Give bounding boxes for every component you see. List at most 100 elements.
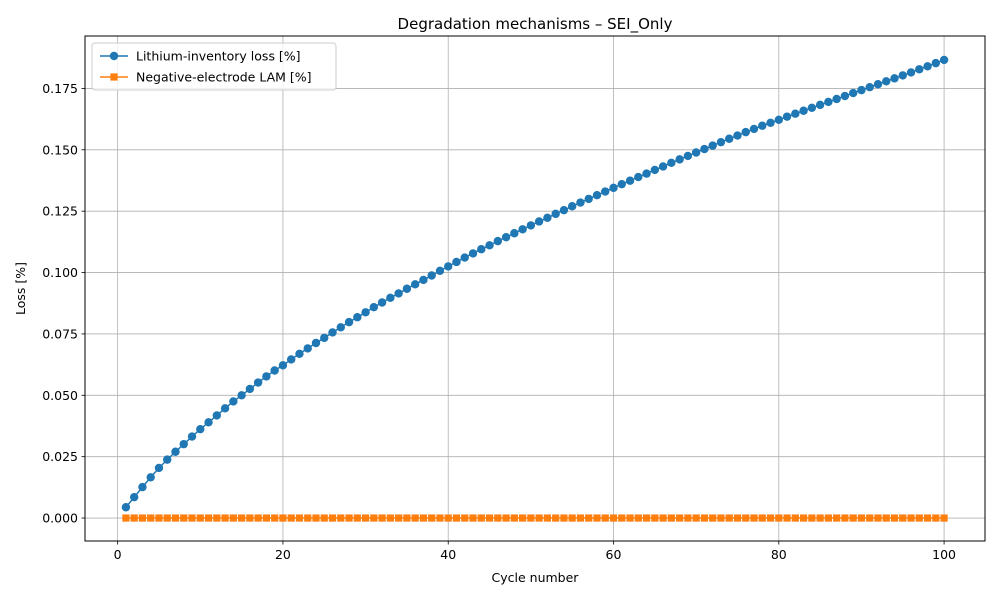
series-1-point (840, 91, 850, 101)
series-1-point (634, 172, 643, 182)
series-2-point (824, 514, 832, 522)
series-2-point (560, 514, 568, 522)
series-2-point (634, 514, 642, 522)
series-2-point (849, 514, 857, 522)
legend-label: Negative-electrode LAM [%] (136, 70, 312, 85)
series-2-point (428, 514, 436, 522)
series-2-point (386, 514, 394, 522)
series-1-point (518, 225, 527, 234)
series-2-point (791, 514, 799, 522)
series-1-point (229, 397, 238, 406)
series-2-point (353, 514, 361, 522)
legend-label: Lithium-inventory loss [%] (136, 49, 301, 64)
series-2-point (171, 514, 180, 522)
series-2-point (667, 514, 675, 522)
series-1-point (220, 404, 230, 413)
series-1-point (865, 82, 874, 92)
series-1-point (592, 191, 602, 200)
series-2-point (180, 514, 188, 522)
series-2-point (857, 514, 866, 522)
series-1-point (303, 344, 312, 353)
series-1-point (791, 109, 800, 118)
series-1-point (807, 103, 817, 113)
series-1-point (584, 194, 593, 204)
series-2-point (882, 514, 890, 522)
legend-marker-circle (109, 51, 119, 61)
series-1-point (766, 118, 775, 127)
series-1-point (642, 169, 651, 178)
series-2-point (337, 514, 345, 522)
series-2-point (188, 514, 196, 522)
series-1-point (410, 280, 420, 289)
series-2-point (783, 514, 791, 522)
series-1-point (815, 100, 825, 110)
series-2-point (750, 514, 758, 522)
series-1-point (906, 68, 916, 77)
x-tick-label: 60 (606, 547, 622, 562)
chart-title: Degradation mechanisms – SEI_Only (398, 15, 673, 34)
series-1-point (741, 127, 750, 137)
series-2-point (295, 514, 304, 522)
series-1-point (873, 80, 883, 89)
series-1-point (212, 411, 222, 420)
series-1-point (146, 473, 155, 482)
series-1-point (749, 124, 759, 134)
series-1-point (386, 293, 395, 303)
series-1-point (526, 221, 536, 230)
series-2-point (576, 514, 585, 522)
legend-box (91, 42, 337, 91)
series-2-point (419, 514, 428, 522)
legend-marker-square (110, 73, 118, 81)
series-1-point (890, 74, 899, 83)
series-1-point (377, 298, 387, 307)
series-1-point (237, 391, 246, 400)
series-1-point (163, 455, 172, 464)
series-2-point (461, 514, 469, 522)
series-2-point (238, 514, 246, 522)
series-2-point (676, 514, 684, 522)
series-1-point (444, 262, 453, 271)
series-2-point (147, 514, 155, 522)
series-2-point (345, 514, 353, 522)
series-1-point (551, 209, 560, 219)
series-2-point (130, 514, 138, 522)
series-1-point (336, 323, 345, 332)
series-2-point (444, 514, 452, 522)
series-1-point (725, 134, 734, 143)
x-tick-label: 80 (771, 547, 787, 562)
series-1-point (799, 106, 808, 115)
series-1-point (559, 205, 569, 215)
series-2-point (609, 514, 618, 522)
series-2-point (535, 514, 543, 522)
series-1-point (435, 266, 445, 276)
series-1-point (708, 141, 717, 150)
series-line-1 (125, 59, 945, 508)
series-2-point (568, 514, 576, 522)
series-1-point (369, 302, 379, 312)
series-1-point (468, 249, 478, 258)
series-2-point (808, 514, 816, 522)
series-2-point (254, 514, 262, 522)
series-1-point (154, 463, 164, 473)
series-1-point (898, 71, 907, 80)
series-1-point (353, 313, 362, 322)
series-1-point (576, 198, 585, 207)
series-1-point (650, 165, 660, 175)
series-1-point (452, 257, 461, 267)
series-1-point (782, 112, 792, 121)
series-2-point (138, 514, 147, 522)
x-axis-label: Cycle number (492, 570, 580, 585)
legend: Lithium-inventory loss [%] Negative-elect… (91, 42, 337, 91)
series-1-point (245, 384, 255, 394)
series-2-point (196, 514, 204, 522)
series-2-point (940, 514, 948, 522)
series-1-point (915, 65, 924, 74)
series-2-point (527, 514, 535, 522)
series-2-point (899, 514, 907, 522)
y-tick-label: 0.100 (42, 265, 78, 280)
y-tick-label: 0.125 (42, 204, 78, 219)
series-2-point (642, 514, 651, 522)
series-2-point (733, 514, 742, 522)
series-2-point (122, 514, 130, 522)
